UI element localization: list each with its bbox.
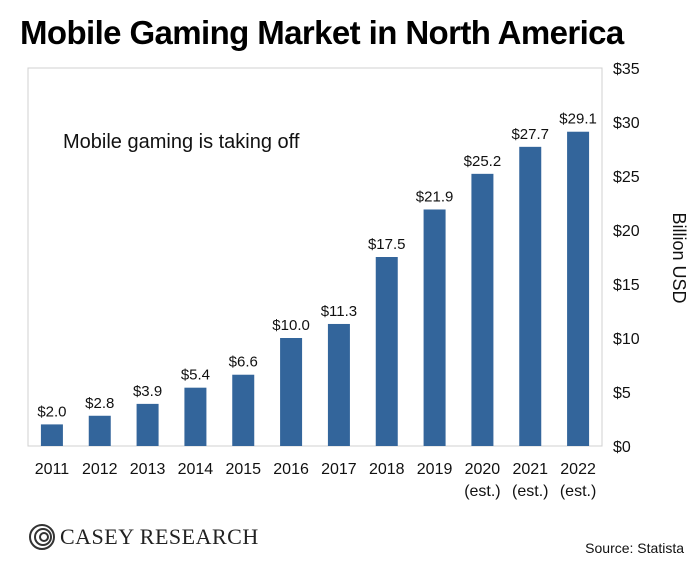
y-tick-label-6: $30 bbox=[613, 115, 640, 132]
bar-5 bbox=[280, 338, 303, 446]
data-label-6: $11.3 bbox=[321, 303, 357, 320]
data-label-0: $2.0 bbox=[37, 403, 66, 420]
bar-1 bbox=[88, 415, 111, 446]
bar-6 bbox=[327, 323, 350, 446]
chart-annotation: Mobile gaming is taking off bbox=[63, 131, 300, 153]
data-label-11: $29.1 bbox=[559, 111, 597, 128]
x-tick-label-11: 2022 (est.) bbox=[560, 461, 596, 500]
bar-chart: Mobile gaming is taking off $2.0 $2.8 $3.9… bbox=[27, 61, 689, 500]
x-tick-label-4: 2015 bbox=[225, 461, 261, 478]
bar-11 bbox=[567, 131, 590, 446]
data-label-3: $5.4 bbox=[181, 367, 210, 384]
data-label-7: $17.5 bbox=[368, 236, 406, 253]
x-tick-label-9: 2020 (est.) bbox=[464, 461, 500, 500]
bar-8 bbox=[423, 209, 446, 446]
bar-7 bbox=[375, 257, 398, 446]
x-tick-label-3: 2014 bbox=[178, 461, 214, 478]
data-label-8: $21.9 bbox=[416, 188, 454, 205]
y-tick-label-5: $25 bbox=[613, 169, 640, 186]
x-tick-label-10: 2021 (est.) bbox=[512, 461, 548, 500]
y-tick-label-4: $20 bbox=[613, 223, 640, 240]
data-label-2: $3.9 bbox=[133, 383, 162, 400]
data-label-5: $10.0 bbox=[272, 317, 310, 334]
x-tick-label-6: 2017 bbox=[321, 461, 357, 478]
y-tick-label-1: $5 bbox=[613, 385, 631, 402]
bar-10 bbox=[519, 146, 542, 446]
chart-title: Mobile Gaming Market in North America bbox=[20, 14, 624, 51]
data-label-10: $27.7 bbox=[511, 126, 549, 143]
bar-2 bbox=[136, 403, 159, 446]
casey-research-logo bbox=[29, 524, 55, 550]
x-tick-label-5: 2016 bbox=[273, 461, 309, 478]
data-label-1: $2.8 bbox=[85, 395, 114, 412]
bar-9 bbox=[471, 173, 494, 446]
data-label-4: $6.6 bbox=[229, 354, 258, 371]
bar-4 bbox=[232, 374, 255, 446]
bar-3 bbox=[184, 387, 207, 446]
source-note: Source: Statista bbox=[585, 540, 684, 556]
logo-text: CASEY RESEARCH bbox=[60, 524, 259, 549]
x-tick-label-2: 2013 bbox=[130, 461, 166, 478]
x-tick-label-1: 2012 bbox=[82, 461, 118, 478]
bar-0 bbox=[40, 424, 63, 446]
y-axis-label: Billion USD bbox=[669, 212, 689, 303]
x-tick-label-7: 2018 bbox=[369, 461, 405, 478]
spiral-icon bbox=[29, 524, 55, 550]
x-tick-label-0: 2011 bbox=[35, 461, 70, 478]
y-tick-label-3: $15 bbox=[613, 277, 640, 294]
plot-frame bbox=[27, 67, 603, 447]
y-tick-label-2: $10 bbox=[613, 331, 640, 348]
data-label-9: $25.2 bbox=[464, 153, 502, 170]
y-tick-label-7: $35 bbox=[613, 61, 640, 78]
x-tick-label-8: 2019 bbox=[417, 461, 453, 478]
y-tick-label-0: $0 bbox=[613, 439, 631, 456]
